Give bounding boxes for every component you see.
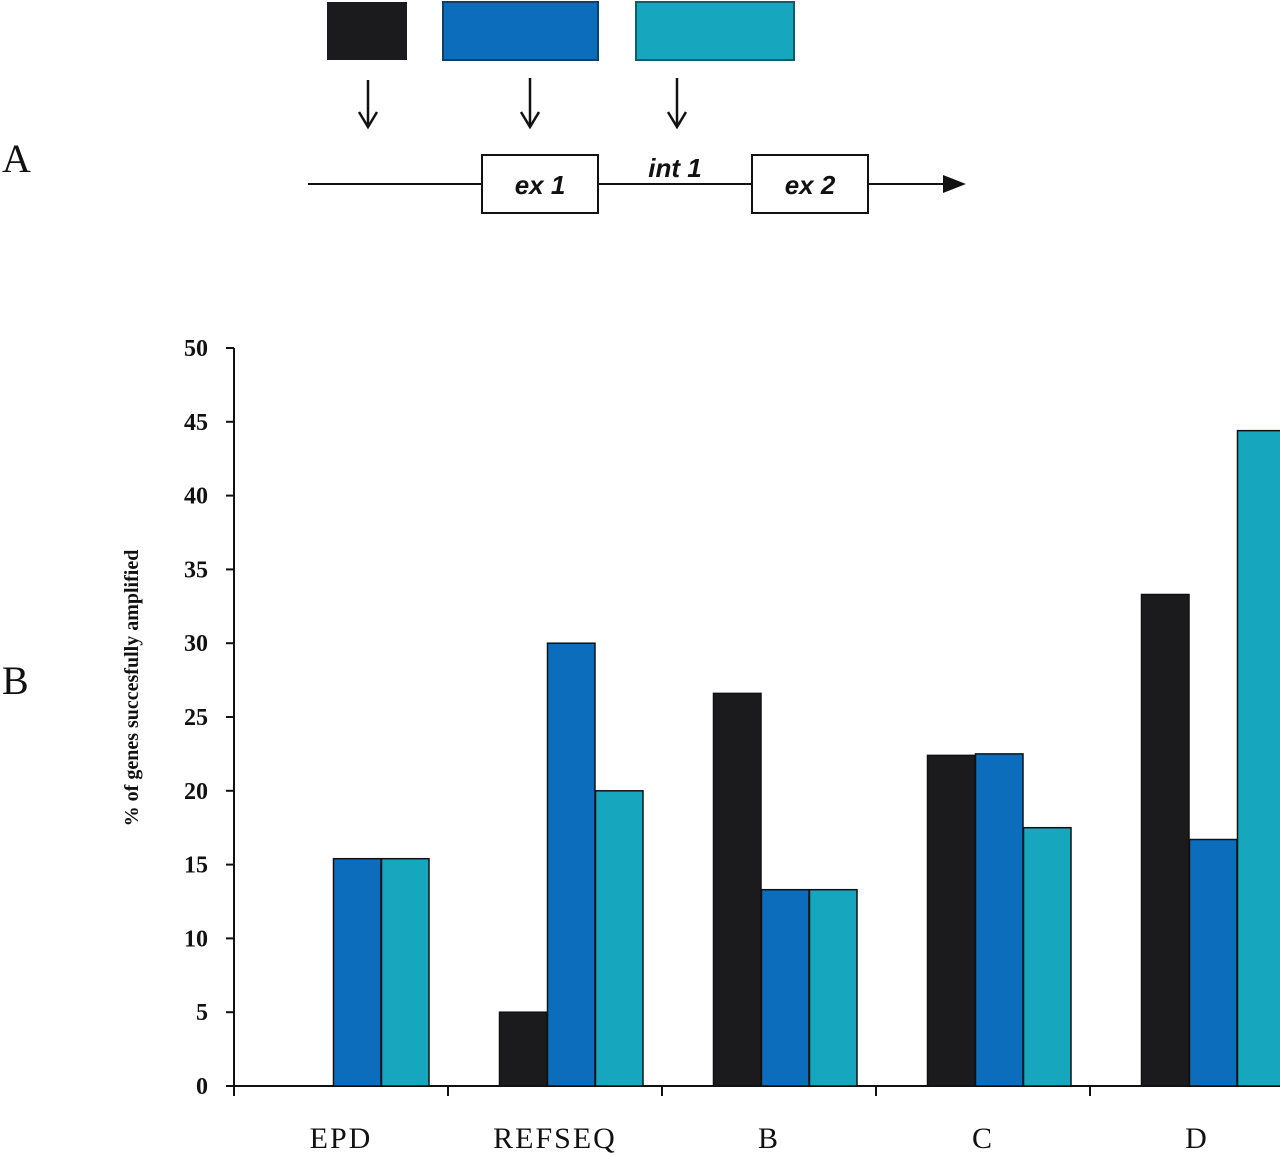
bar-chart: % of genes succesfully amplified 0 5 10 15 2…: [121, 336, 1280, 1155]
x-category-label: D: [1185, 1122, 1209, 1155]
exon1-box: [481, 154, 599, 214]
bar: [1236, 429, 1280, 1087]
y-tick-label: 10: [184, 926, 208, 952]
y-tick-label: 25: [184, 705, 208, 731]
panel-label-b: B: [2, 658, 29, 703]
y-tick-label: 5: [196, 1000, 208, 1026]
legend-swatch-blue: [442, 1, 599, 61]
y-ticks: 0 5 10 15 20 25 30 35 40 45 50: [184, 336, 234, 1100]
exon2-label: ex 2: [785, 170, 836, 200]
x-ticks: EPD REFSEQ B C D: [233, 1086, 1209, 1155]
y-tick-label: 15: [184, 853, 208, 879]
y-tick-label: 20: [184, 779, 208, 805]
y-tick-label: 45: [184, 410, 208, 436]
bar: [594, 790, 644, 1087]
bar: [498, 1011, 548, 1087]
bar: [926, 754, 976, 1087]
exon1-label: ex 1: [515, 170, 566, 200]
y-tick-label: 50: [184, 336, 208, 362]
bars: [332, 429, 1280, 1087]
x-category-label: EPD: [310, 1122, 373, 1155]
y-tick-label: 40: [184, 484, 208, 510]
panel-label-a: A: [2, 136, 31, 181]
bar: [546, 642, 596, 1087]
bar: [1022, 826, 1072, 1087]
x-category-label: REFSEQ: [493, 1122, 617, 1155]
bar: [712, 692, 762, 1087]
bar: [332, 857, 382, 1087]
intron1-label: int 1: [648, 153, 701, 183]
legend-swatch-cyan: [635, 1, 795, 61]
bar: [808, 888, 858, 1087]
bar: [1140, 593, 1190, 1087]
y-axis-title: % of genes succesfully amplified: [121, 550, 143, 827]
x-category-label: C: [972, 1122, 994, 1155]
bar: [760, 888, 810, 1087]
gene-direction-arrowhead: [943, 175, 966, 193]
schematic-panel: A ex 1 int 1 ex 2: [2, 1, 966, 214]
exon2-box: [751, 154, 869, 214]
pointer-arrows: [357, 78, 688, 130]
bar: [974, 753, 1024, 1087]
y-tick-label: 35: [184, 557, 208, 583]
x-category-label: B: [758, 1122, 780, 1155]
bar: [1188, 838, 1238, 1087]
y-tick-label: 0: [196, 1074, 208, 1100]
legend-swatch-black: [327, 2, 407, 60]
bar: [380, 857, 430, 1087]
y-tick-label: 30: [184, 631, 208, 657]
